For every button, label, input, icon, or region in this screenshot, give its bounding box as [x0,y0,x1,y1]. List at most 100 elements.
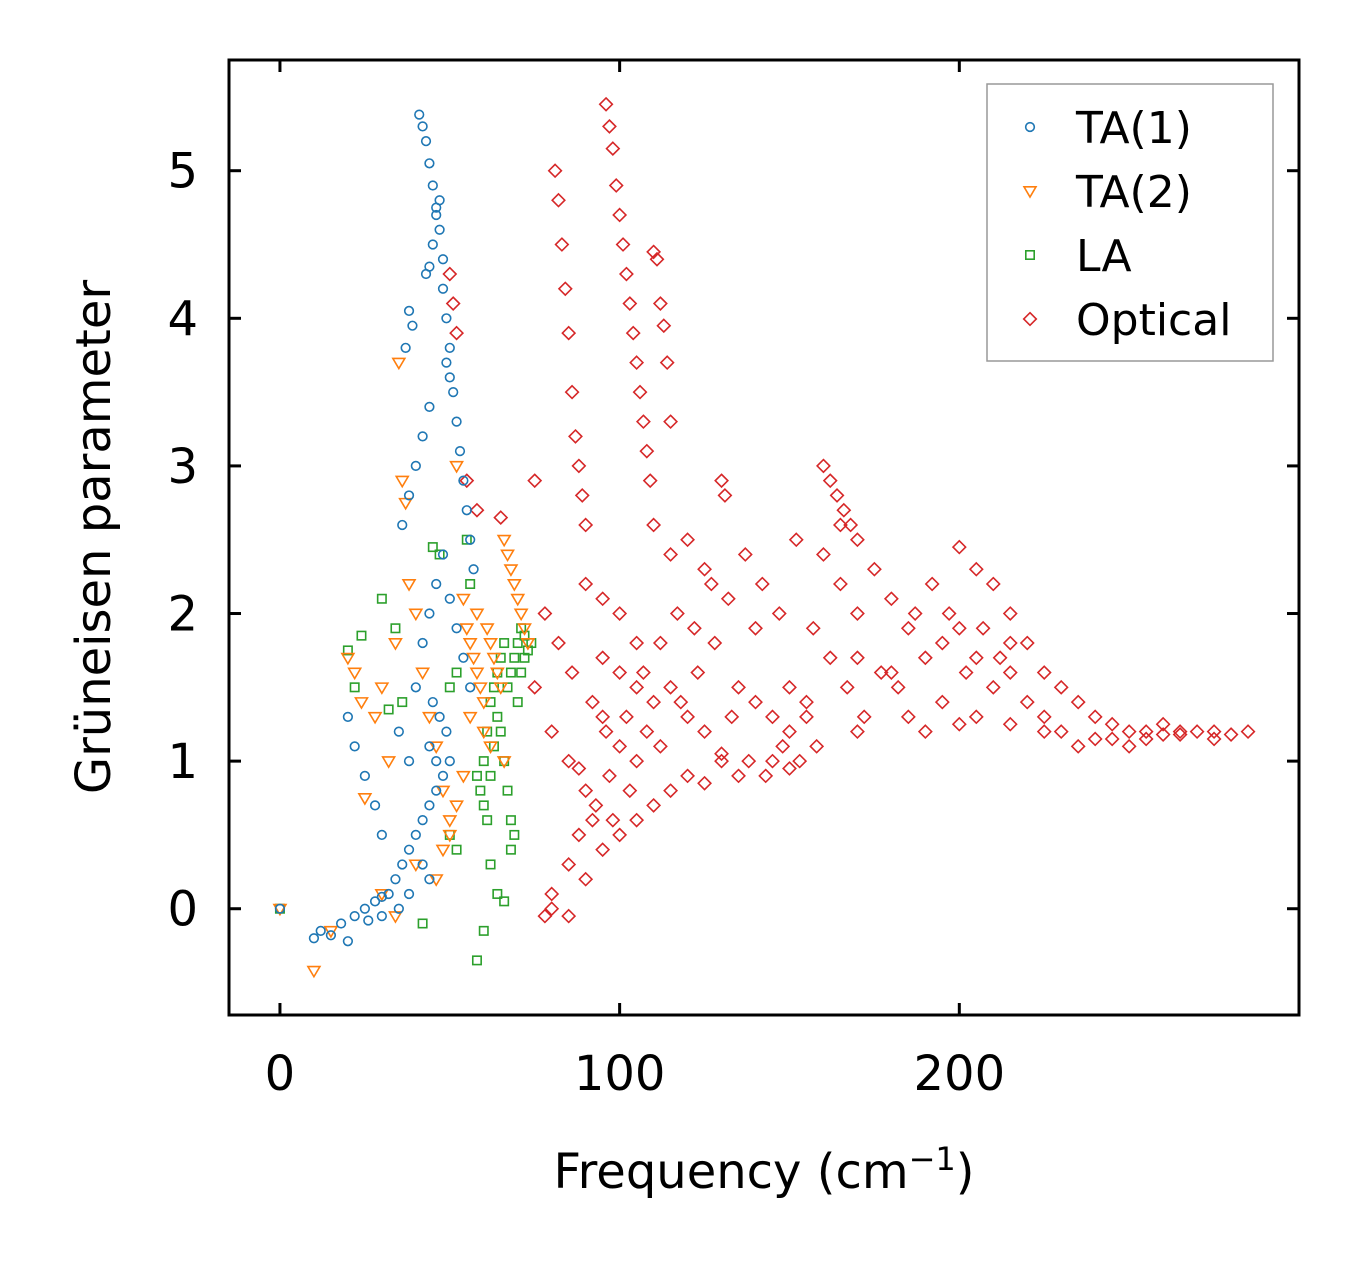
data-point [765,753,780,769]
data-point [442,266,458,282]
data-point [376,593,387,604]
data-point [431,756,442,767]
data-point [449,800,464,813]
data-point [571,827,587,843]
data-point [646,244,662,260]
data-point [1036,665,1052,680]
data-point [363,915,374,926]
data-point [975,620,991,636]
data-point [737,547,753,562]
data-point [359,903,370,914]
data-point [754,576,770,592]
legend-item: TA(2) [1022,167,1192,218]
y-tick-label: 4 [167,291,198,347]
data-point [441,726,452,737]
data-point [486,652,502,666]
data-point [356,630,367,641]
data-point [483,741,498,754]
data-point [449,460,464,474]
data-point [646,517,662,533]
data-point [479,623,495,636]
data-point [505,815,516,826]
data-point [403,490,415,501]
data-point [455,593,471,607]
data-point [461,534,472,545]
data-point [401,578,417,592]
data-point [407,320,418,331]
legend-marker [1025,250,1036,261]
data-point [985,679,1001,695]
data-point [437,254,449,265]
y-axis-title: Grüneisen parameter [66,280,122,795]
data-point [1121,738,1137,754]
y-tick-label: 1 [167,734,198,790]
data-point [968,561,984,577]
data-point [520,638,536,651]
data-point [1053,724,1069,740]
data-point [605,812,621,828]
data-point [437,283,449,294]
data-point [635,414,651,430]
data-point [417,918,428,929]
data-point [478,800,489,811]
data-point [492,711,503,722]
data-point [435,844,451,858]
data-point [482,815,493,826]
data-point [856,709,872,725]
data-point [605,141,621,156]
data-point [618,266,634,282]
data-point [414,109,425,120]
data-point [393,903,404,914]
x-tick-label: 100 [574,1046,666,1102]
data-point [934,694,950,710]
data-point [547,163,563,179]
data-point [1002,635,1018,651]
data-point [506,578,522,592]
data-point [417,815,428,826]
data-point [512,697,523,708]
data-point [451,667,462,678]
data-markers [272,96,1256,979]
data-point [495,726,506,737]
data-point [461,505,472,516]
data-point [561,325,577,341]
data-point [510,593,526,607]
data-point [1036,724,1052,740]
data-point [839,679,855,695]
data-point [427,239,438,250]
data-point [632,384,648,400]
data-point [612,665,628,680]
data-point [400,342,411,353]
data-point [434,549,445,560]
data-point [451,416,462,427]
data-point [629,812,645,828]
data-point [465,682,476,693]
data-point [697,724,712,740]
data-point [502,785,513,796]
data-point [476,726,492,740]
data-point [799,694,814,710]
data-point [410,460,421,472]
data-point [347,667,363,681]
data-point [442,829,458,843]
data-point [522,645,533,656]
data-point [444,756,455,767]
data-point [775,738,791,754]
data-point [441,313,452,324]
data-point [799,709,814,725]
data-point [434,224,445,235]
data-point [900,620,916,636]
data-point [1002,665,1018,680]
data-point [602,768,617,784]
data-point [417,859,428,870]
data-point [445,296,461,311]
data-point [642,473,658,489]
data-point [509,829,520,840]
data-point [595,842,611,858]
data-point [1223,727,1239,742]
data-point [424,741,435,752]
data-point [485,770,496,781]
data-point [849,650,865,666]
data-point [519,630,530,641]
data-point [417,637,428,649]
